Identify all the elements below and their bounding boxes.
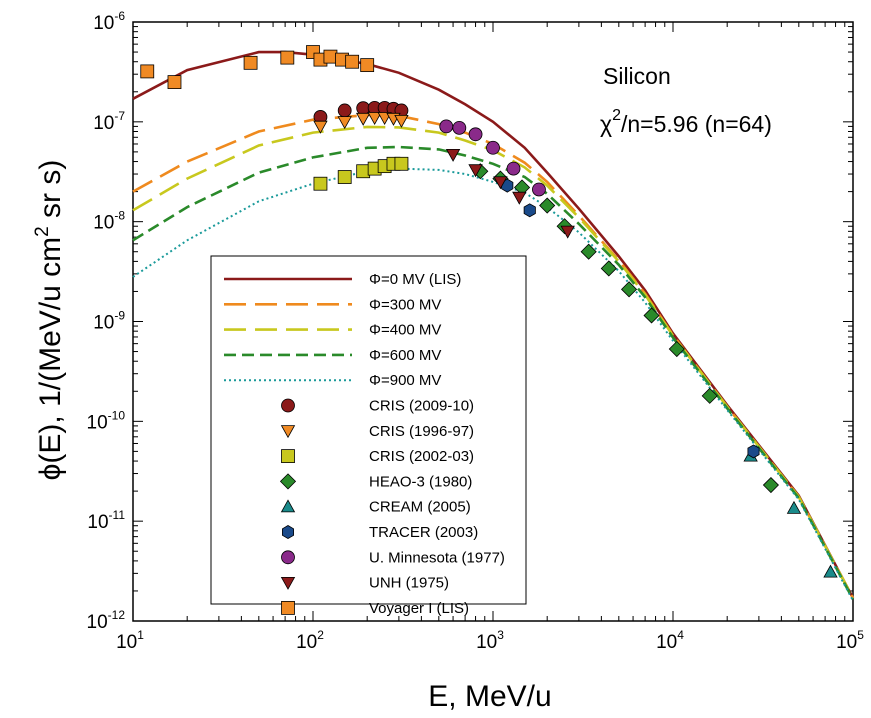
legend-marker — [281, 449, 295, 464]
legend-label: TRACER (2003) — [369, 524, 478, 541]
legend-box — [210, 255, 527, 605]
data-point — [355, 112, 371, 126]
y-axis-title-sup: 2 — [32, 226, 53, 237]
data-point — [140, 64, 155, 79]
data-point — [323, 49, 338, 64]
model-curve — [132, 167, 854, 602]
y-tick-label: 10-8 — [93, 209, 125, 234]
data-point — [280, 50, 295, 65]
data-point — [580, 243, 597, 260]
y-tick-label: 10-11 — [87, 508, 125, 533]
element-label: Silicon — [603, 63, 671, 89]
y-axis-title-main: ϕ(E), 1/(MeV/u cm — [34, 237, 67, 481]
legend-label: CREAM (2005) — [369, 499, 471, 516]
legend-marker — [281, 550, 295, 565]
data-point — [313, 120, 328, 134]
data-point — [532, 182, 546, 197]
legend-label: CRIS (2009-10) — [369, 398, 474, 415]
y-tick-label: 10-7 — [93, 109, 125, 134]
y-tick-label: 10-9 — [93, 309, 125, 334]
data-point — [367, 112, 382, 126]
y-axis-ticks: 10-12 10-11 10-10 10-9 10-8 10-7 10-6 — [87, 9, 853, 633]
data-point — [243, 55, 258, 70]
x-tick-label: 102 — [296, 628, 324, 653]
x-tick-label: 105 — [836, 628, 864, 653]
data-point — [512, 191, 527, 205]
legend-marker — [281, 398, 295, 413]
data-markers — [140, 45, 838, 578]
data-point — [439, 119, 454, 134]
x-tick-label: 104 — [656, 628, 684, 653]
data-point — [356, 101, 371, 116]
data-point — [486, 140, 500, 155]
data-point — [762, 476, 779, 494]
data-point — [337, 103, 352, 118]
chi-sup: 2 — [612, 107, 621, 124]
data-point — [468, 127, 483, 142]
data-point — [313, 176, 328, 191]
data-point — [167, 75, 182, 90]
data-point — [786, 500, 802, 514]
data-point — [747, 444, 760, 459]
legend-label: Voyager I (LIS) — [369, 600, 469, 617]
legend-label: HEAO-3 (1980) — [369, 473, 472, 490]
legend-label: Φ=600 MV — [369, 347, 441, 364]
legend-label: CRIS (2002-03) — [369, 448, 474, 465]
data-point — [643, 307, 660, 324]
x-tick-label: 101 — [116, 628, 144, 653]
legend-marker — [279, 473, 297, 490]
data-point — [620, 281, 638, 298]
data-point — [356, 164, 371, 179]
data-point — [394, 114, 409, 128]
y-tick-label: 10-10 — [87, 408, 126, 433]
data-point — [394, 156, 409, 171]
data-point — [668, 340, 685, 358]
x-tick-label: 103 — [476, 628, 504, 653]
legend-marker — [281, 525, 295, 539]
data-point — [337, 116, 352, 130]
data-point — [468, 164, 483, 178]
legend: Φ=0 MV (LIS) Φ=300 MV Φ=400 MV Φ=600 MV Φ=90… — [210, 255, 527, 617]
data-point — [523, 203, 536, 218]
data-point — [823, 564, 838, 578]
chi-rest: /n=5.96 (n=64) — [621, 111, 772, 137]
chi-square-label: χ2/n=5.96 (n=64) — [600, 107, 772, 137]
legend-marker — [280, 425, 296, 439]
legend-label: UNH (1975) — [369, 575, 449, 592]
chi-symbol: χ — [600, 111, 612, 137]
legend-label: U. Minnesota (1977) — [369, 549, 505, 566]
legend-label: Φ=0 MV (LIS) — [369, 271, 461, 288]
data-point — [452, 120, 467, 135]
y-axis-title: ϕ(E), 1/(MeV/u cm2 sr s) — [32, 160, 67, 481]
data-point — [506, 161, 521, 176]
x-axis-title: E, MeV/u — [428, 680, 551, 713]
legend-marker — [280, 499, 296, 513]
legend-label: Φ=400 MV — [369, 322, 441, 339]
legend-marker — [280, 577, 296, 590]
legend-label: Φ=300 MV — [369, 296, 441, 313]
x-axis-ticks: 101 102 103 104 105 — [116, 22, 864, 653]
data-point — [560, 225, 575, 239]
data-point — [445, 148, 461, 162]
data-point — [360, 58, 375, 73]
legend-label: Φ=900 MV — [369, 372, 441, 389]
legend-marker — [281, 601, 295, 615]
data-point — [345, 54, 360, 69]
data-point — [493, 176, 508, 190]
data-point — [701, 387, 718, 404]
y-axis-title-tail: sr s) — [34, 160, 67, 227]
data-point — [337, 170, 352, 184]
annotation: Silicon χ2/n=5.96 (n=64) — [600, 63, 772, 137]
data-point — [600, 260, 617, 277]
legend-label: CRIS (1996-97) — [369, 423, 474, 440]
y-tick-label: 10-12 — [87, 608, 126, 633]
data-point — [539, 197, 556, 214]
y-tick-label: 10-6 — [93, 9, 125, 34]
